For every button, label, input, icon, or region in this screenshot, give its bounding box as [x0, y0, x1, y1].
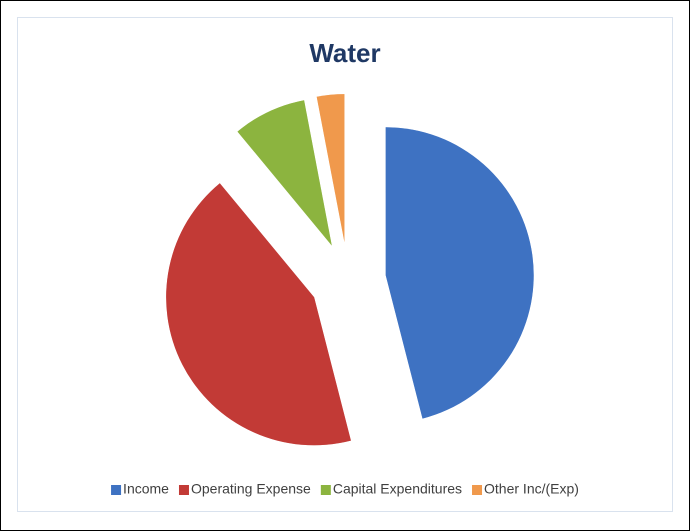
slice-shade: [237, 100, 332, 246]
legend-swatch: [111, 485, 122, 495]
slice-shade: [166, 183, 351, 446]
legend: Income Operating Expense Capital Expenditu…: [111, 481, 579, 497]
legend-label: Income: [123, 481, 169, 497]
legend-swatch: [178, 485, 189, 495]
legend-swatch: [320, 485, 331, 495]
legend-label: Other Inc/(Exp): [484, 481, 579, 497]
legend-label: Capital Expenditures: [333, 481, 462, 497]
slice-shade: [316, 94, 345, 243]
pie: [166, 94, 534, 446]
chart-title: Water: [309, 38, 380, 68]
legend-label: Operating Expense: [191, 481, 311, 497]
legend-swatch: [472, 485, 483, 495]
slice-shade: [385, 127, 534, 419]
